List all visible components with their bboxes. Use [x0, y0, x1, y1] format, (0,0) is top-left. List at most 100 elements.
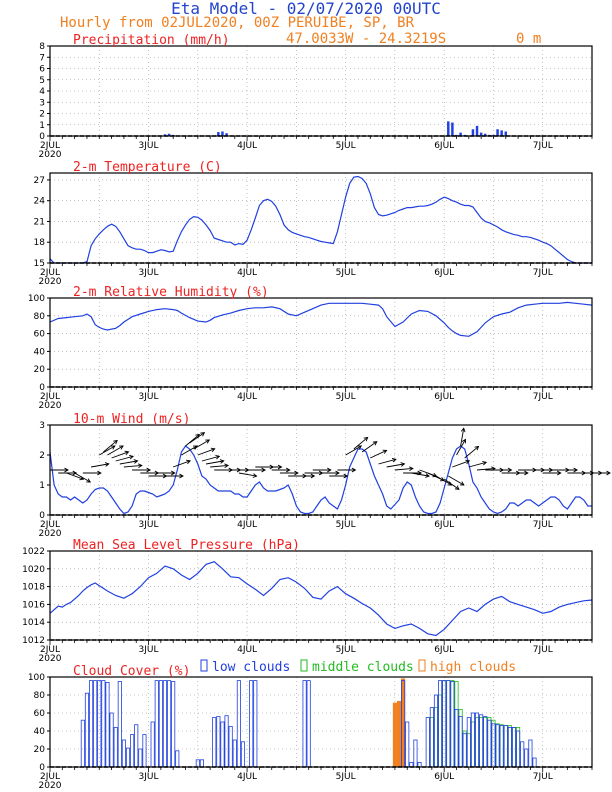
wind-arrow: [205, 460, 224, 465]
wind-arrow: [201, 455, 220, 462]
x-tick-label: 7JUL: [533, 772, 553, 782]
low-cloud-bar: [249, 680, 254, 768]
middle-cloud-bar: [511, 727, 517, 768]
wind-arrowhead: [335, 470, 340, 476]
x-tick-label: 7JUL: [533, 645, 553, 655]
low-cloud-bar: [438, 680, 443, 768]
wind-arrow: [210, 464, 229, 468]
wind-arrow: [345, 445, 362, 456]
x-tick-label: 3JUL: [139, 645, 159, 655]
x-year-label: 2020: [39, 781, 62, 791]
wind-arrowhead: [507, 467, 513, 473]
low-cloud-bar: [240, 741, 246, 768]
middle-cloud-bar: [429, 717, 434, 768]
x-tick-label: 3JUL: [139, 141, 159, 151]
middle-cloud-bar: [503, 725, 508, 768]
wind-arrow: [189, 432, 205, 444]
wind-arrowhead: [400, 462, 406, 467]
x-tick-label: 5JUL: [336, 392, 356, 402]
low-cloud-bar: [84, 692, 89, 768]
x-tick-label: 2JUL: [40, 392, 60, 402]
wind-arrow: [115, 455, 134, 462]
low-cloud-bar: [520, 741, 525, 768]
middle-cloud-bar: [450, 680, 455, 768]
panel-title: Precipitation (mm/h): [73, 33, 230, 48]
low-cloud-bar: [93, 680, 98, 768]
x-tick-label: 2JUL: [40, 141, 60, 151]
y-tick-label: 1016: [22, 600, 45, 610]
x-tick-label: 4JUL: [237, 772, 257, 782]
y-tick-label: 2: [39, 110, 45, 120]
wind-arrowhead: [482, 460, 488, 466]
x-tick-label: 5JUL: [336, 268, 356, 278]
x-year-label: 2020: [39, 529, 62, 539]
wind-arrow: [197, 448, 215, 456]
wind-arrow: [448, 475, 465, 486]
wind-arrow: [386, 463, 405, 468]
wind-arrow: [107, 445, 124, 456]
panel-4: 0 1 2 3 2JUL2020 3JUL 4JUL 5JUL 6JUL 7JUL 10-m Win…: [39, 412, 611, 539]
low-cloud-bar: [224, 715, 229, 768]
middle-cloud-bar: [474, 717, 480, 768]
wind-arrow: [66, 472, 84, 480]
y-tick-label: 2: [39, 451, 45, 461]
high-cloud-bar: [396, 700, 402, 768]
wind-arrow: [476, 467, 496, 471]
low-cloud-bar: [101, 680, 106, 768]
middle-cloud-bar: [479, 717, 484, 768]
y-tick-label: 6: [39, 65, 45, 75]
y-tick-label: 80: [34, 312, 46, 322]
y-tick-label: 40: [34, 727, 46, 737]
wind-arrowhead: [363, 436, 369, 442]
series-line: [49, 445, 592, 515]
low-cloud-bar: [80, 719, 85, 768]
wind-arrow: [238, 472, 257, 477]
series-line: [49, 175, 592, 264]
low-cloud-bar: [158, 680, 163, 768]
panel-3: 0 20 40 60 80 100 2JUL2020 3JUL 4JUL 5JUL 6JUL 7JUL…: [28, 285, 593, 411]
low-cloud-bar: [425, 717, 430, 768]
y-tick-label: 60: [34, 709, 46, 719]
middle-cloud-bar: [516, 727, 521, 768]
wind-arrowhead: [252, 473, 258, 478]
x-tick-label: 7JUL: [533, 141, 553, 151]
precip-bar: [447, 121, 450, 136]
y-tick-label: 3: [39, 98, 45, 108]
middle-cloud-bar: [458, 709, 463, 768]
y-tick-label: 27: [34, 176, 45, 186]
header-subtitle: Hourly from 02JUL2020, 00Z PERUIBE, SP, …: [60, 15, 415, 31]
y-tick-label: 3: [39, 421, 45, 431]
y-tick-label: 60: [34, 330, 46, 340]
wind-arrowhead: [186, 459, 191, 465]
x-tick-label: 6JUL: [434, 520, 454, 530]
y-tick-label: 1014: [22, 618, 45, 628]
low-cloud-bar: [405, 721, 410, 768]
low-cloud-bar: [134, 724, 139, 768]
wind-arrow: [353, 437, 368, 450]
middle-cloud-bar: [454, 681, 459, 768]
x-tick-label: 6JUL: [434, 141, 454, 151]
low-cloud-bar: [503, 725, 508, 768]
x-tick-label: 4JUL: [237, 520, 257, 530]
y-tick-label: 0: [39, 511, 45, 521]
x-tick-label: 2JUL: [40, 772, 60, 782]
wind-arrowhead: [573, 467, 579, 473]
y-tick-label: 20: [34, 365, 46, 375]
wind-arrowhead: [86, 478, 92, 483]
low-cloud-bar: [236, 680, 241, 768]
x-tick-label: 6JUL: [434, 268, 454, 278]
panel-frame: [49, 550, 593, 641]
x-year-label: 2020: [39, 277, 62, 287]
low-cloud-bar: [302, 680, 307, 768]
low-cloud-bar: [429, 707, 434, 768]
wind-arrow: [394, 467, 413, 471]
x-tick-label: 7JUL: [533, 520, 553, 530]
low-cloud-bar: [154, 680, 159, 768]
middle-cloud-bar: [495, 723, 500, 768]
wind-arrowhead: [205, 439, 211, 444]
x-tick-label: 3JUL: [139, 392, 159, 402]
x-year-label: 2020: [39, 150, 62, 160]
low-cloud-bar: [511, 727, 517, 768]
precip-bar: [225, 133, 228, 136]
middle-cloud-bar: [433, 707, 439, 768]
